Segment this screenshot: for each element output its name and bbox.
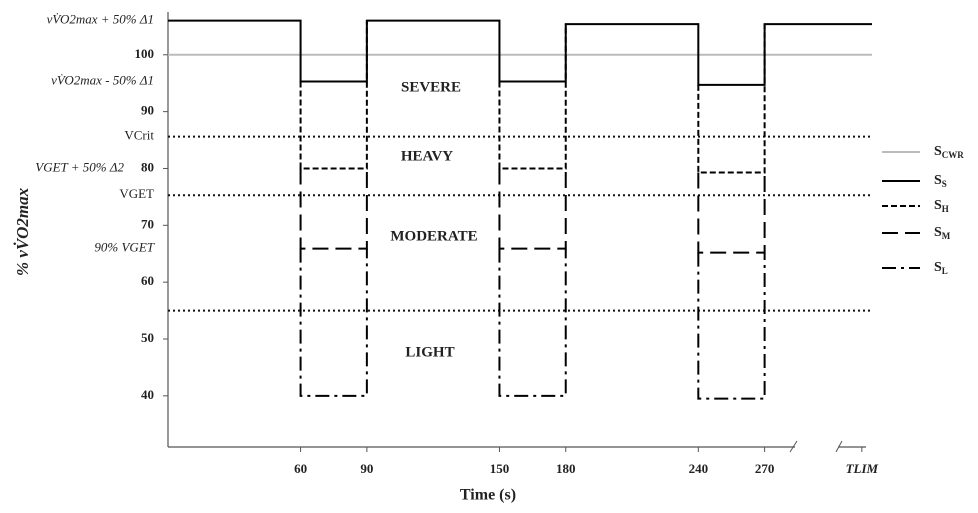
x-tick-label: 180 [556,461,576,476]
y-tick-label: 80 [141,159,154,174]
legend-label: SM [934,225,951,241]
reference-label: VGET [119,186,154,201]
y-tick-label: 60 [141,273,154,288]
x-tick-label: 90 [360,461,373,476]
x-tick-label: 150 [490,461,510,476]
legend-label: SS [934,173,947,189]
axis-break [835,440,843,453]
reference-label: vV̇O2max - 50% Δ1 [51,72,154,87]
series-line [299,20,766,174]
y-tick-label: 90 [141,103,154,118]
region-label: MODERATE [390,228,477,244]
x-tick-label: 60 [294,461,307,476]
y-tick-label: 40 [141,387,154,402]
region-label: SEVERE [401,79,461,95]
x-tick-label: TLIM [846,461,879,476]
y-tick-label: 50 [141,330,154,345]
y-axis-label: % vV̇O2max [13,187,32,276]
x-tick-label: 240 [689,461,709,476]
x-tick-label: 270 [755,461,775,476]
y-tick-label: 70 [141,216,154,231]
y-tick-label: 100 [135,46,155,61]
axis-break [789,440,798,453]
reference-label: vV̇O2max + 50% Δ1 [47,12,154,27]
reference-label: VCrit [124,128,154,143]
reference-label: 90% VGET [94,240,154,255]
region-label: LIGHT [405,344,454,360]
legend-label: SL [934,260,948,276]
series-line [299,168,766,254]
reference-label: VGET + 50% Δ2 [35,159,124,174]
legend-label: SH [934,198,949,214]
series-line [168,19,872,86]
legend-label: SCWR [934,144,964,160]
x-axis-label: Time (s) [460,487,516,504]
region-label: HEAVY [401,148,453,164]
series-line [299,248,766,400]
